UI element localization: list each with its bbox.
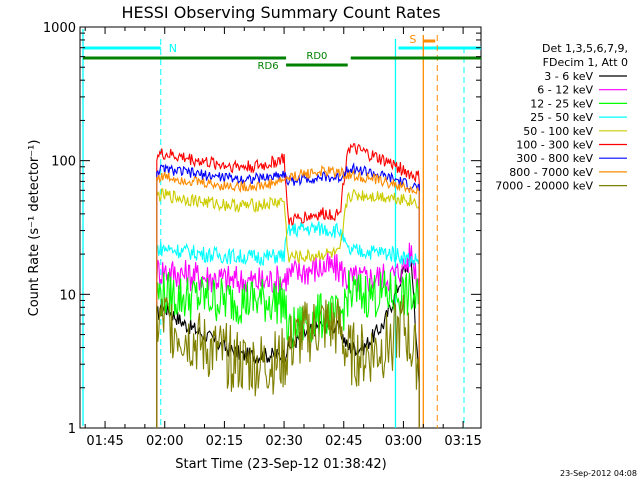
legend-entry-label: 50 - 100 keV [523, 125, 593, 138]
x-tick-label: 02:00 [146, 434, 183, 449]
series-line [156, 221, 420, 428]
generation-timestamp: 23-Sep-2012 04:08 [560, 469, 637, 478]
legend-header-line-2: FDecim 1, Att 0 [543, 56, 628, 69]
x-axis-label: Start Time (23-Sep-12 01:38:42) [175, 457, 386, 472]
series-line [156, 242, 420, 428]
series-line [156, 143, 420, 428]
annotation-layer: N S RD0 RD6 [82, 29, 481, 428]
legend-entry-label: 300 - 800 keV [516, 152, 593, 165]
rd6-label: RD6 [258, 61, 279, 72]
x-tick-label: 02:15 [206, 434, 243, 449]
y-tick-label: 100 [51, 155, 76, 170]
series-line [156, 188, 420, 428]
legend-entry-label: 12 - 25 keV [530, 97, 593, 110]
legend-entry-label: 3 - 6 keV [544, 70, 593, 83]
legend-header-line-1: Det 1,3,5,6,7,9, [542, 42, 628, 55]
x-tick-label: 03:15 [444, 434, 481, 449]
x-tick-label: 02:30 [265, 434, 302, 449]
series-line [156, 164, 420, 428]
legend: Det 1,3,5,6,7,9, FDecim 1, Att 0 3 - 6 k… [495, 42, 628, 193]
legend-entry-label: 800 - 7000 keV [509, 166, 593, 179]
plot-frame [79, 26, 482, 429]
y-tick-label: 1 [68, 422, 76, 437]
x-tick-label: 02:45 [325, 434, 362, 449]
legend-entry-label: 7000 - 20000 keV [495, 180, 593, 193]
x-tick-label: 03:00 [385, 434, 422, 449]
saa-label: S [409, 33, 416, 46]
rd0-label: RD0 [306, 51, 327, 62]
legend-entry-label: 6 - 12 keV [537, 84, 593, 97]
y-axis-label: Count Rate (s⁻¹ detector⁻¹) [27, 140, 42, 317]
axes-layer: 01:45 02:00 02:15 02:30 02:45 03:00 03:15 1 10 10… [43, 21, 482, 449]
y-tick-label: 10 [59, 288, 76, 303]
series-layer [156, 143, 420, 428]
x-tick-label: 01:45 [86, 434, 123, 449]
series-line [156, 295, 420, 428]
legend-entry-label: 100 - 300 keV [516, 139, 593, 152]
chart-title: HESSI Observing Summary Count Rates [121, 3, 440, 22]
legend-entry-label: 25 - 50 keV [530, 111, 593, 124]
night-label: N [169, 42, 177, 55]
y-tick-label: 1000 [43, 21, 76, 36]
